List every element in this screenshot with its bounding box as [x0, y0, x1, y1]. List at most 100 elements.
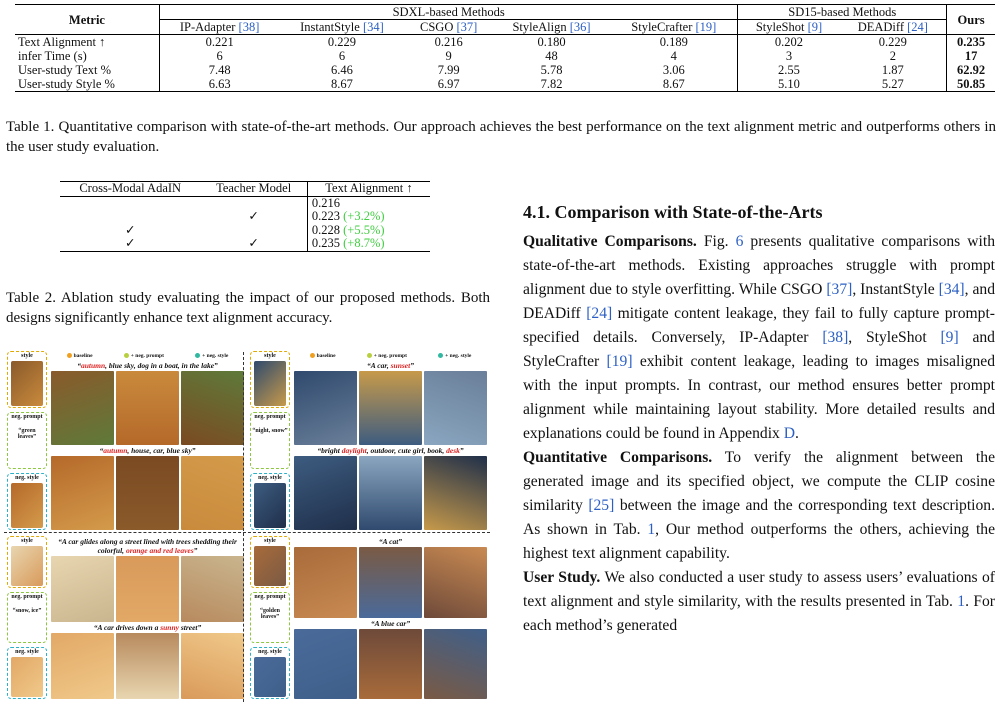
- legend-dot: [438, 352, 444, 358]
- legend-item: + neg. prompt: [123, 353, 164, 359]
- cell: 2: [889, 49, 896, 63]
- legend-dot: [309, 352, 315, 358]
- generated-image: [424, 547, 487, 618]
- cell: 5.10: [737, 77, 840, 92]
- citation-link[interactable]: [34]: [938, 281, 965, 298]
- text-run: , InstantStyle: [852, 281, 939, 298]
- generated-image: [424, 628, 487, 699]
- text-run: mitigate content leakage, they fail to f…: [523, 305, 996, 346]
- gain: (+8.7%): [343, 236, 385, 250]
- cell: 6: [158, 49, 280, 63]
- cell: 1.87: [881, 63, 904, 77]
- cell: [200, 196, 307, 210]
- citation-link[interactable]: [37]: [826, 281, 853, 298]
- separator: [4, 532, 490, 533]
- panel-main: baseline + neg. prompt + neg. style “autumn…: [51, 351, 244, 530]
- citation-link[interactable]: [19]: [606, 353, 633, 370]
- value: 0.216: [311, 195, 341, 210]
- paragraph: Qualitative Comparisons. Fig. 6 presents…: [523, 230, 995, 446]
- method-name: StyleCrafter: [631, 20, 693, 34]
- side-label: style: [264, 538, 276, 544]
- cell: 7.99: [437, 63, 460, 77]
- citation-link[interactable]: [36]: [569, 20, 591, 34]
- cell: 9: [445, 49, 452, 63]
- citation-link[interactable]: [25]: [588, 497, 615, 514]
- prompt: “bright daylight, outdoor, cute girl, bo…: [294, 446, 487, 455]
- section: 4.1. Comparison with State-of-the-Arts Q…: [523, 200, 995, 638]
- text-run: To verify the alignment between the gene…: [523, 449, 995, 514]
- legend-dot: [66, 352, 72, 358]
- image-row: [294, 456, 487, 530]
- side-label: neg. prompt: [254, 414, 286, 420]
- neg-prompt-box: neg. prompt “snow, ice”: [7, 591, 47, 644]
- text-run: Fig.: [696, 233, 736, 250]
- table-row: ✓ ✓ 0.235 (+8.7%): [60, 236, 430, 251]
- citation-link[interactable]: [24]: [586, 305, 613, 322]
- style-image: [11, 361, 43, 406]
- group-header: SD15-based Methods: [737, 4, 947, 20]
- paragraph: User Study. We also conducted a user stu…: [523, 566, 995, 638]
- cell: 4: [670, 49, 677, 63]
- cell: 8.67: [662, 77, 685, 91]
- citation-link[interactable]: [9]: [940, 329, 959, 346]
- panel-main: “A car glides along a street lined with …: [51, 536, 244, 699]
- neg-style-box: neg. style: [7, 473, 47, 530]
- text-run: , house, car, blue sky”: [127, 446, 196, 455]
- citation-link[interactable]: 1: [647, 521, 656, 538]
- cell: 0.216: [306, 195, 430, 210]
- highlighted-word: sunset: [390, 361, 411, 370]
- cell: ✓: [124, 222, 136, 237]
- neg-prompt-text: “night, snow”: [252, 428, 288, 434]
- side-label: neg. style: [15, 475, 39, 481]
- style-box: style: [250, 536, 290, 588]
- method-name: CSGO: [420, 20, 454, 34]
- citation-link[interactable]: D: [783, 425, 795, 442]
- citation-link[interactable]: 6: [735, 233, 744, 250]
- neg-style-image: [254, 483, 286, 528]
- generated-image: [181, 456, 244, 530]
- header-cell: Teacher Model: [200, 181, 308, 197]
- highlighted-word: autumn: [80, 361, 106, 370]
- citation-link[interactable]: [9]: [807, 20, 823, 34]
- citation-link[interactable]: [34]: [362, 20, 384, 34]
- neg-prompt-box: neg. prompt “golden leaves”: [250, 591, 290, 644]
- citation-link[interactable]: [24]: [907, 20, 928, 34]
- cell: 48: [545, 49, 558, 63]
- paragraph: Quantitative Comparisons. To verify the …: [523, 446, 995, 566]
- cell: 3: [737, 49, 840, 63]
- neg-prompt-text: “golden leaves”: [259, 607, 280, 620]
- prompt: “autumn, house, car, blue sky”: [51, 446, 244, 455]
- value: 0.235: [311, 236, 341, 250]
- cell: 0.228 (+5.5%): [306, 223, 430, 237]
- image-row: [294, 628, 487, 699]
- style-box: style: [7, 351, 47, 408]
- citation-link[interactable]: 1: [957, 593, 966, 610]
- style-box: style: [7, 536, 47, 588]
- row-label: User-study Text %: [18, 63, 112, 77]
- cell: 6: [338, 49, 346, 63]
- method-name: InstantStyle: [300, 20, 360, 34]
- table-row: 0.216: [60, 196, 430, 210]
- side-label: neg. style: [15, 649, 39, 656]
- generated-image: [51, 456, 114, 530]
- citation-link[interactable]: [38]: [822, 329, 849, 346]
- row-label: infer Time (s): [18, 49, 87, 63]
- cell: 5.27: [881, 77, 904, 91]
- method-name: DEADiff: [857, 20, 904, 34]
- figure-panel: style neg. prompt “night, snow” neg. style b…: [247, 348, 490, 533]
- table-row: ✓ 0.228 (+5.5%): [60, 222, 430, 237]
- cell: 2.55: [737, 63, 840, 77]
- text-run: presents qualitative comparisons with st…: [523, 233, 995, 298]
- citation-link[interactable]: [37]: [456, 20, 478, 34]
- method-header: CSGO [37]: [404, 19, 493, 35]
- neg-style-image: [254, 657, 286, 698]
- text-run: “: [99, 446, 104, 455]
- value: 0.223: [311, 209, 341, 223]
- text-run: “A car drives down a: [93, 623, 161, 632]
- neg-prompt-box: neg. prompt “green leaves”: [7, 412, 47, 469]
- side-column: style neg. prompt “green leaves” neg. style: [7, 351, 47, 530]
- highlighted-word: sunny: [160, 623, 179, 632]
- style-image: [254, 361, 286, 406]
- citation-link[interactable]: [38]: [238, 20, 260, 34]
- citation-link[interactable]: [19]: [695, 20, 717, 34]
